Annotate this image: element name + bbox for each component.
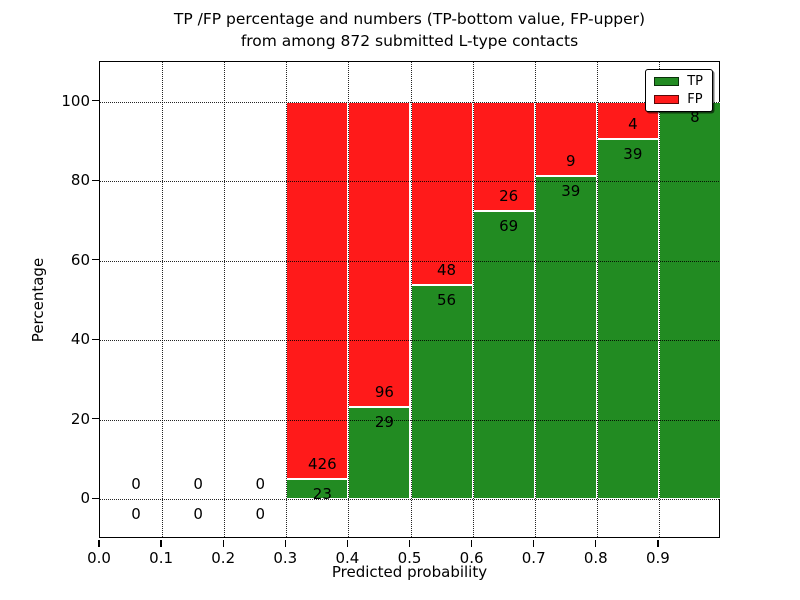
fp-count-label: 0 — [255, 475, 266, 494]
y-tick-mark — [92, 100, 99, 102]
y-gridline — [100, 419, 719, 421]
x-gridline — [162, 62, 164, 537]
bar-segment-tp — [596, 138, 659, 500]
y-tick-mark — [92, 338, 99, 340]
x-gridline — [596, 62, 598, 537]
x-tick-mark — [657, 540, 659, 547]
bar-segment-tp — [348, 407, 411, 500]
x-axis-label: Predicted probability — [331, 563, 488, 581]
x-gridline — [224, 62, 226, 537]
x-tick-label: 0.8 — [583, 549, 608, 567]
x-gridline — [658, 62, 660, 537]
x-tick-mark — [470, 540, 473, 547]
legend-label: FP — [687, 92, 703, 107]
bar-segment-tp — [658, 101, 721, 500]
x-tick-mark — [160, 540, 162, 547]
fp-count-label: 96 — [374, 383, 394, 402]
x-tick-label: 0.5 — [397, 549, 422, 567]
x-tick-label: 0.7 — [521, 549, 546, 567]
x-tick-mark — [346, 540, 349, 547]
x-tick-label: 0.2 — [211, 549, 236, 567]
tp-count-label: 0 — [255, 505, 266, 524]
y-tick-label: 20 — [70, 409, 90, 428]
x-tick-label: 0.9 — [645, 549, 670, 567]
fp-count-label: 48 — [437, 261, 457, 280]
x-tick-mark — [98, 540, 100, 547]
fp-count-label: 4 — [628, 114, 638, 133]
y-gridline — [100, 101, 719, 103]
x-tick-mark — [408, 540, 411, 547]
tp-count-label: 69 — [499, 216, 519, 235]
bar-segment-tp — [534, 176, 597, 500]
tp-count-label: 56 — [437, 291, 457, 310]
x-gridline — [348, 62, 350, 537]
fp-swatch-icon — [654, 95, 680, 104]
y-gridline — [100, 499, 719, 501]
y-tick-label: 100 — [61, 91, 90, 110]
bar-segment-fp — [286, 101, 349, 479]
fp-count-label: 26 — [499, 186, 519, 205]
fp-count-label: 9 — [565, 152, 576, 171]
y-tick-mark — [92, 179, 99, 181]
x-gridline — [286, 62, 288, 537]
x-tick-mark — [222, 540, 224, 547]
bar-segment-fp — [472, 101, 535, 211]
bar-segment-fp — [348, 101, 411, 408]
y-gridline — [100, 340, 719, 342]
chart-title: TP /FP percentage and numbers (TP-bottom… — [99, 8, 720, 52]
fp-count-label: 0 — [131, 475, 141, 494]
x-tick-label: 0.6 — [459, 549, 484, 567]
y-tick-mark — [92, 497, 99, 499]
tp-count-label: 39 — [561, 182, 581, 201]
y-gridline — [100, 181, 719, 183]
legend-label: TP — [687, 74, 703, 89]
x-tick-label: 0.0 — [87, 549, 111, 567]
chart-title-line1: TP /FP percentage and numbers (TP-bottom… — [173, 10, 646, 28]
chart-title-line2: from among 872 submitted L-type contacts — [240, 32, 579, 50]
x-tick-mark — [533, 540, 535, 547]
y-tick-label: 0 — [80, 489, 90, 508]
tp-count-label: 29 — [374, 413, 394, 432]
x-tick-mark — [284, 540, 286, 547]
legend-row-fp: FP — [654, 93, 703, 106]
bar-segment-tp — [472, 210, 535, 500]
legend: TP FP — [645, 69, 713, 112]
tp-count-label: 8 — [690, 107, 700, 126]
tp-count-label: 23 — [312, 484, 332, 503]
y-gridline — [100, 260, 719, 262]
y-tick-mark — [92, 259, 99, 261]
legend-row-tp: TP — [654, 75, 703, 88]
fp-count-label: 426 — [308, 454, 337, 473]
x-tick-label: 0.4 — [335, 549, 360, 567]
bar-segment-tp — [410, 285, 473, 500]
y-tick-label: 60 — [70, 250, 90, 269]
y-tick-mark — [92, 418, 99, 420]
tp-swatch-icon — [654, 77, 680, 86]
y-axis-label: Percentage — [29, 257, 47, 343]
tp-count-label: 39 — [623, 144, 643, 163]
fp-count-label: 0 — [193, 475, 203, 494]
y-tick-label: 40 — [70, 330, 90, 349]
x-tick-label: 0.3 — [273, 549, 298, 567]
bar-segment-fp — [410, 101, 473, 286]
tp-count-label: 0 — [193, 505, 203, 524]
x-gridline — [534, 62, 536, 537]
x-tick-label: 0.1 — [149, 549, 174, 567]
tp-count-label: 0 — [131, 505, 141, 524]
x-gridline — [410, 62, 412, 537]
x-gridline — [472, 62, 474, 537]
y-tick-label: 80 — [70, 171, 90, 190]
x-tick-mark — [595, 540, 597, 547]
